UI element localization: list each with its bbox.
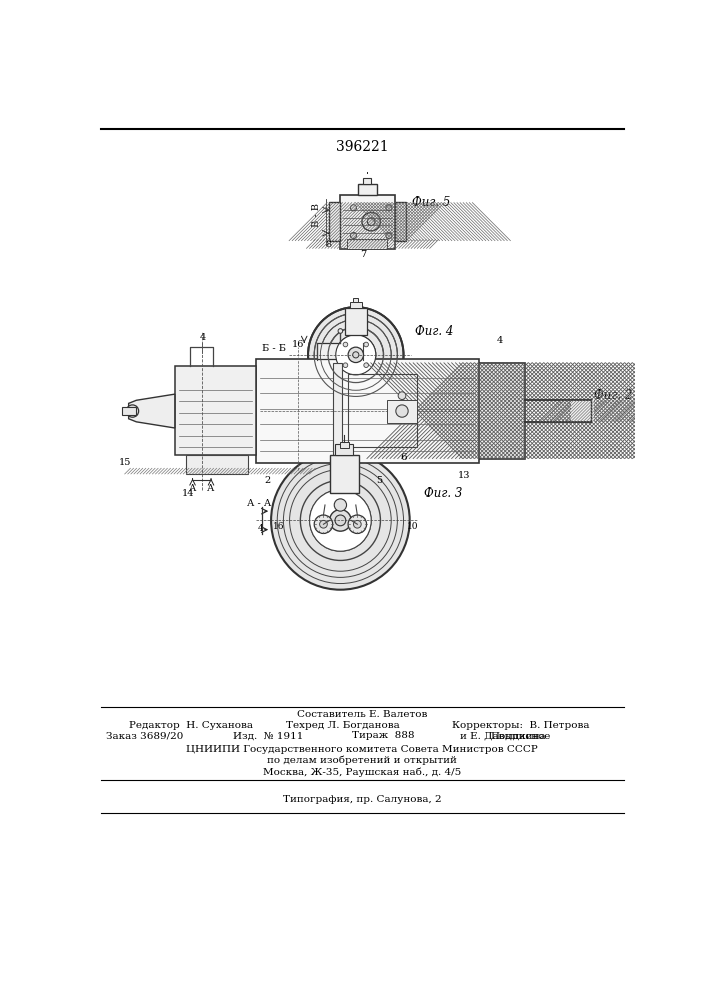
Text: 16: 16 <box>273 522 284 531</box>
Text: 14: 14 <box>182 489 194 498</box>
Bar <box>339 195 395 249</box>
Text: Б - Б: Б - Б <box>262 344 286 353</box>
Circle shape <box>335 515 346 526</box>
Text: 13: 13 <box>457 471 470 480</box>
Text: 6: 6 <box>400 453 407 462</box>
Text: 15: 15 <box>119 458 131 467</box>
Text: Фиг. 2: Фиг. 2 <box>595 389 633 402</box>
Text: Типография, пр. Салунова, 2: Типография, пр. Салунова, 2 <box>283 795 441 804</box>
Circle shape <box>320 520 327 528</box>
Circle shape <box>354 520 361 528</box>
Text: Фиг. 5: Фиг. 5 <box>412 196 450 209</box>
Circle shape <box>353 352 359 358</box>
Circle shape <box>386 205 392 211</box>
Bar <box>363 178 371 184</box>
Text: Фиг. 3: Фиг. 3 <box>423 487 462 500</box>
Circle shape <box>348 515 366 533</box>
Bar <box>329 202 339 241</box>
Circle shape <box>336 335 376 375</box>
Bar <box>387 400 417 423</box>
Circle shape <box>127 405 139 417</box>
Circle shape <box>368 218 375 225</box>
Bar <box>345 308 366 335</box>
Bar <box>350 302 362 308</box>
Text: Москва, Ж-35, Раушская наб., д. 4/5: Москва, Ж-35, Раушская наб., д. 4/5 <box>263 767 461 777</box>
Circle shape <box>338 329 343 333</box>
Text: 4: 4 <box>496 336 503 345</box>
Bar <box>347 239 387 249</box>
Text: А: А <box>189 484 197 493</box>
Text: Фиг. 4: Фиг. 4 <box>415 325 453 338</box>
Bar <box>122 407 136 415</box>
Circle shape <box>398 392 406 400</box>
Circle shape <box>334 499 346 511</box>
Bar <box>335 444 354 455</box>
Text: 4: 4 <box>257 524 263 533</box>
Text: по делам изобретений и открытий: по делам изобретений и открытий <box>267 756 457 765</box>
Bar <box>354 298 358 302</box>
Circle shape <box>271 451 409 590</box>
Circle shape <box>396 405 408 417</box>
Text: Тираж  888: Тираж 888 <box>352 732 414 740</box>
Text: А - А: А - А <box>247 499 271 508</box>
Text: Изд.  № 1911: Изд. № 1911 <box>233 732 303 740</box>
Bar <box>395 202 406 241</box>
Text: 10: 10 <box>407 522 419 531</box>
Text: 5: 5 <box>376 476 382 485</box>
Circle shape <box>329 510 351 531</box>
Polygon shape <box>129 394 175 428</box>
Bar <box>256 359 479 463</box>
Circle shape <box>364 363 368 368</box>
Bar <box>175 366 256 455</box>
Circle shape <box>348 347 363 363</box>
Text: В - В: В - В <box>312 203 321 227</box>
Circle shape <box>343 363 348 368</box>
Circle shape <box>351 232 356 239</box>
Bar <box>348 374 417 447</box>
Circle shape <box>364 342 368 347</box>
Circle shape <box>314 515 333 533</box>
Text: 396221: 396221 <box>336 140 388 154</box>
Bar <box>339 442 349 448</box>
Circle shape <box>362 212 380 231</box>
Circle shape <box>343 342 348 347</box>
Text: и Е. Давыдкина: и Е. Давыдкина <box>460 732 545 740</box>
Text: ЦНИИПИ Государственного комитета Совета Министров СССР: ЦНИИПИ Государственного комитета Совета … <box>186 745 538 754</box>
Text: Заказ 3689/20: Заказ 3689/20 <box>105 732 183 740</box>
Bar <box>475 363 525 459</box>
Bar <box>333 363 342 459</box>
Text: Составитель Е. Валетов: Составитель Е. Валетов <box>297 710 427 719</box>
Text: 7: 7 <box>361 250 367 259</box>
Circle shape <box>310 490 371 551</box>
Circle shape <box>386 232 392 239</box>
Circle shape <box>308 307 404 403</box>
Text: Подписное: Подписное <box>491 732 551 740</box>
Text: 4: 4 <box>200 333 206 342</box>
Text: 2: 2 <box>264 476 270 485</box>
Text: А: А <box>207 484 215 493</box>
Text: Техред Л. Богданова: Техред Л. Богданова <box>286 721 400 730</box>
Bar <box>187 455 248 474</box>
Bar <box>571 400 595 422</box>
Circle shape <box>351 205 356 211</box>
Bar <box>329 455 359 493</box>
Bar <box>317 343 363 359</box>
Text: Редактор  Н. Суханова: Редактор Н. Суханова <box>129 721 252 730</box>
Text: Корректоры:  В. Петрова: Корректоры: В. Петрова <box>452 721 590 730</box>
Text: 8: 8 <box>326 240 332 249</box>
Text: 16: 16 <box>292 340 304 349</box>
Bar <box>358 184 377 195</box>
Text: 1: 1 <box>301 372 308 381</box>
